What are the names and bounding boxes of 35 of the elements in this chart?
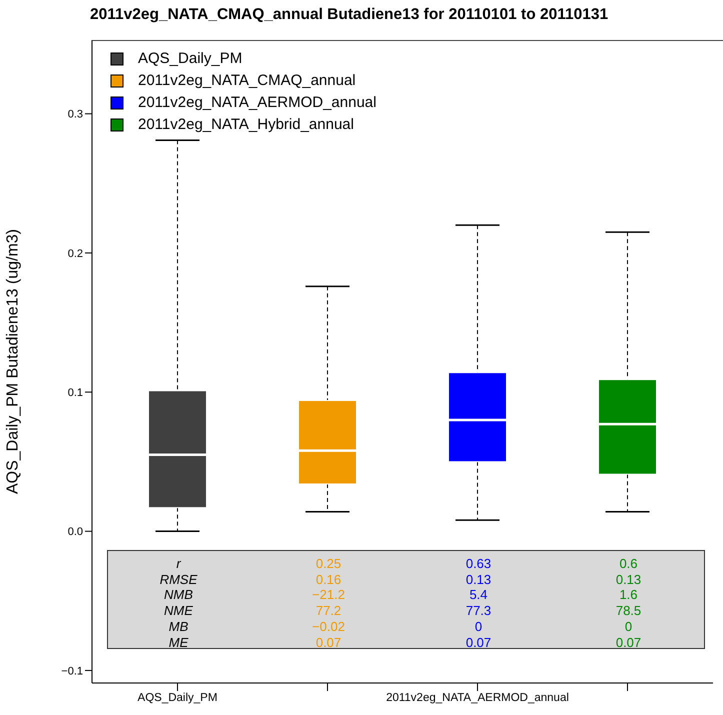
annotation: 0.13 xyxy=(614,572,642,587)
annotation: 1.6 xyxy=(618,587,639,602)
annotation: r xyxy=(175,556,182,571)
y-tick-label: 0.3 xyxy=(68,108,83,121)
annotation: RMSE xyxy=(158,572,198,587)
chart-title: 2011v2eg_NATA_CMAQ_annual Butadiene13 for 20110101 to 20110131 xyxy=(90,6,608,24)
legend-label: 2011v2eg_NATA_Hybrid_annual xyxy=(138,115,354,135)
annotation: −0.02 xyxy=(311,618,346,634)
annotation: 0.6 xyxy=(618,556,639,571)
y-tick-label: −0.1 xyxy=(61,665,83,678)
annotation: 0.07 xyxy=(614,634,642,650)
annotation: 0.13 xyxy=(464,572,492,587)
legend-label: 2011v2eg_NATA_AERMOD_annual xyxy=(138,93,376,113)
annotation: 78.5 xyxy=(614,603,642,618)
annotation: 77.2 xyxy=(314,603,342,618)
annotation: NMB xyxy=(163,587,194,602)
annotation: 0.25 xyxy=(314,556,342,571)
y-tick-label: 0.1 xyxy=(68,387,83,400)
annotation: 0 xyxy=(474,618,484,634)
y-tick-label: 0.0 xyxy=(68,526,83,538)
annotation: NME xyxy=(163,603,194,618)
y-axis-title: AQS_Daily_PM Butadiene13 (ug/m3) xyxy=(4,228,22,494)
annotation: 0 xyxy=(624,618,634,634)
annotation: MB xyxy=(168,618,190,634)
annotation: 0.07 xyxy=(314,634,342,650)
annotation: −21.2 xyxy=(311,587,346,602)
y-tick-label: 0.2 xyxy=(68,248,83,260)
annotation: 77.3 xyxy=(464,603,492,618)
annotation: 0.07 xyxy=(464,634,492,650)
legend-label: 2011v2eg_NATA_CMAQ_annual xyxy=(138,71,356,91)
annotation: 0.16 xyxy=(314,572,342,587)
annotation: 0.63 xyxy=(464,556,492,571)
annotation: 5.4 xyxy=(468,587,489,602)
annotation: ME xyxy=(168,634,190,650)
legend-label: AQS_Daily_PM xyxy=(138,49,242,69)
